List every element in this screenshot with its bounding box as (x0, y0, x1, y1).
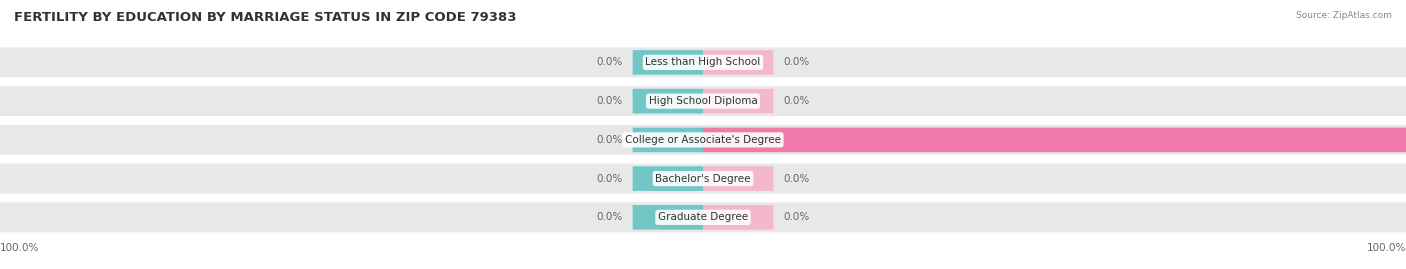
FancyBboxPatch shape (633, 205, 703, 230)
FancyBboxPatch shape (703, 50, 773, 75)
FancyBboxPatch shape (703, 205, 773, 230)
FancyBboxPatch shape (703, 128, 1406, 152)
Text: Bachelor's Degree: Bachelor's Degree (655, 174, 751, 184)
Text: High School Diploma: High School Diploma (648, 96, 758, 106)
FancyBboxPatch shape (0, 86, 1406, 116)
FancyBboxPatch shape (633, 50, 703, 75)
Text: 0.0%: 0.0% (785, 57, 810, 68)
FancyBboxPatch shape (703, 89, 773, 114)
Text: 100.0%: 100.0% (1367, 243, 1406, 253)
FancyBboxPatch shape (0, 203, 1406, 232)
FancyBboxPatch shape (633, 128, 703, 152)
Text: 0.0%: 0.0% (785, 212, 810, 222)
Text: 0.0%: 0.0% (596, 57, 621, 68)
Text: Graduate Degree: Graduate Degree (658, 212, 748, 222)
FancyBboxPatch shape (633, 89, 703, 114)
Text: 0.0%: 0.0% (785, 96, 810, 106)
FancyBboxPatch shape (703, 166, 773, 191)
FancyBboxPatch shape (633, 166, 703, 191)
FancyBboxPatch shape (0, 164, 1406, 193)
Text: 0.0%: 0.0% (596, 212, 621, 222)
Text: 100.0%: 100.0% (0, 243, 39, 253)
FancyBboxPatch shape (0, 48, 1406, 77)
Text: 0.0%: 0.0% (596, 96, 621, 106)
Text: Less than High School: Less than High School (645, 57, 761, 68)
Text: 0.0%: 0.0% (785, 174, 810, 184)
Text: College or Associate's Degree: College or Associate's Degree (626, 135, 780, 145)
Text: 0.0%: 0.0% (596, 135, 621, 145)
Text: 0.0%: 0.0% (596, 174, 621, 184)
Text: Source: ZipAtlas.com: Source: ZipAtlas.com (1296, 11, 1392, 20)
Text: FERTILITY BY EDUCATION BY MARRIAGE STATUS IN ZIP CODE 79383: FERTILITY BY EDUCATION BY MARRIAGE STATU… (14, 11, 516, 24)
FancyBboxPatch shape (0, 125, 1406, 155)
